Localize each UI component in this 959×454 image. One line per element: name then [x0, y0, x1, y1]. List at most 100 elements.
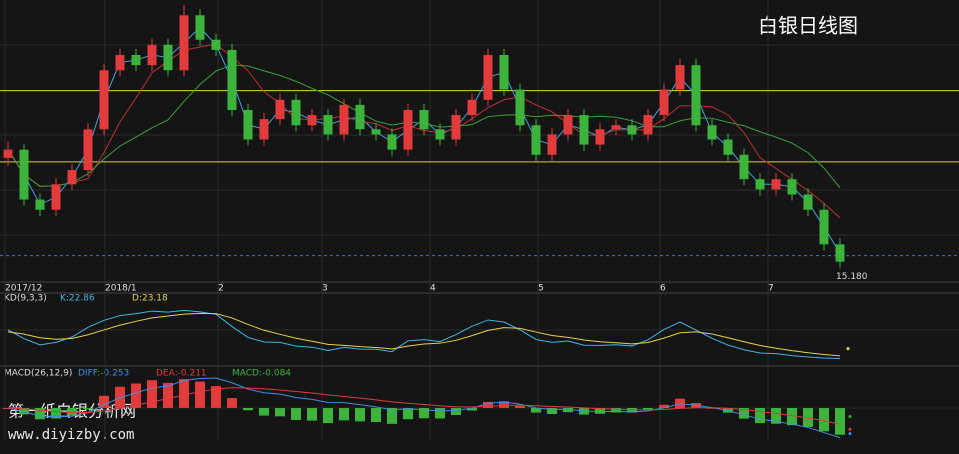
- candle-body: [835, 244, 845, 262]
- x-tick-label: 4: [430, 284, 436, 294]
- candle-body: [611, 125, 621, 130]
- macd-bar: [483, 401, 493, 408]
- candle-body: [195, 15, 205, 40]
- candle-body: [579, 115, 589, 145]
- macd-marker: [848, 415, 852, 419]
- macd-bar: [803, 408, 813, 427]
- kd-line: [7, 312, 841, 357]
- candle-body: [291, 99, 301, 126]
- macd-bar: [467, 408, 477, 411]
- candle-body: [163, 44, 173, 71]
- candle-body: [691, 65, 701, 126]
- macd-bar: [643, 408, 653, 410]
- macd-bar: [403, 408, 413, 420]
- macd-bar: [339, 408, 349, 421]
- last-price-label: 15.180: [836, 272, 868, 282]
- macd-bar: [259, 408, 269, 416]
- macd-bar: [131, 383, 141, 408]
- candle-body: [3, 149, 13, 158]
- kd-label: KD(9,3,3): [4, 294, 47, 304]
- candle-body: [147, 44, 157, 66]
- x-tick-label: 3: [322, 284, 328, 294]
- candle-body: [627, 125, 637, 135]
- candle-body: [387, 134, 397, 150]
- macd-bar: [611, 408, 621, 413]
- macd-bar: [19, 408, 29, 415]
- candle-body: [243, 109, 253, 140]
- candle-body: [371, 129, 381, 135]
- candle-body: [307, 115, 317, 126]
- macd-bar: [243, 408, 253, 411]
- macd-bar: [707, 407, 717, 409]
- candle-body: [819, 209, 829, 245]
- macd-bar: [35, 408, 45, 420]
- candle-body: [259, 119, 269, 140]
- candle-body: [83, 129, 93, 171]
- macd-bar: [163, 382, 173, 408]
- macd-bar: [179, 379, 189, 408]
- k-label: K:22.86: [60, 294, 95, 304]
- dea-marker: [848, 427, 852, 431]
- macd-bar: [67, 408, 77, 416]
- diff-marker: [848, 432, 852, 436]
- candle-body: [531, 125, 541, 155]
- macd-bar: [755, 408, 765, 424]
- macd-bar: [595, 408, 605, 414]
- candle-body: [755, 179, 765, 190]
- candle-body: [803, 194, 813, 210]
- macd-bar: [659, 404, 669, 408]
- candle-body: [227, 49, 237, 110]
- macd-bar: [147, 380, 157, 408]
- macd-bar: [531, 408, 541, 413]
- diff-label: DIFF:-0.253: [78, 369, 129, 379]
- candle-body: [659, 89, 669, 116]
- macd-bar: [227, 398, 237, 408]
- watermark-url: www.diyizby.com: [8, 427, 134, 443]
- candle-body: [131, 54, 141, 66]
- candle-body: [323, 115, 333, 135]
- d-label: D:23.18: [132, 294, 168, 304]
- candle-body: [419, 109, 429, 130]
- x-tick-label: 2017/12: [5, 284, 42, 294]
- candle-body: [739, 154, 749, 180]
- candle-body: [515, 89, 525, 126]
- candle-body: [771, 179, 781, 190]
- dea-label: DEA:-0.211: [156, 369, 207, 379]
- candle-body: [403, 109, 413, 150]
- candle-body: [67, 170, 77, 185]
- macd-bar: [275, 408, 285, 417]
- macd-bar: [627, 408, 637, 413]
- macd-bar: [739, 408, 749, 419]
- candle-body: [467, 99, 477, 116]
- candle-body: [19, 149, 29, 200]
- macd-bar: [291, 408, 301, 420]
- macd-bar: [323, 408, 333, 424]
- macd-bar: [515, 405, 525, 408]
- candle-body: [35, 199, 45, 210]
- candle-body: [435, 129, 445, 140]
- macd-bar: [99, 395, 109, 408]
- macd-label: MACD(26,12,9): [4, 369, 72, 379]
- candle-body: [547, 134, 557, 155]
- candle-body: [115, 54, 125, 71]
- candle-body: [211, 39, 221, 50]
- grid: [0, 44, 959, 409]
- macd-bar: [419, 408, 429, 419]
- macd-bar: [547, 408, 557, 415]
- macd-bar: [563, 408, 573, 413]
- macd-bar: [83, 408, 93, 409]
- candle-body: [179, 15, 189, 71]
- candle-body: [723, 139, 733, 155]
- chart-title: 白银日线图: [758, 14, 858, 38]
- candle-body: [99, 70, 109, 130]
- macd-bar: [787, 408, 797, 426]
- macd-bar: [835, 408, 845, 435]
- macd-bar: [499, 401, 509, 408]
- x-tick-label: 5: [538, 284, 544, 294]
- macd-bar: [771, 408, 781, 424]
- macd-bar: [307, 408, 317, 421]
- x-tick-label: 6: [660, 284, 666, 294]
- macd-bar: [51, 408, 61, 419]
